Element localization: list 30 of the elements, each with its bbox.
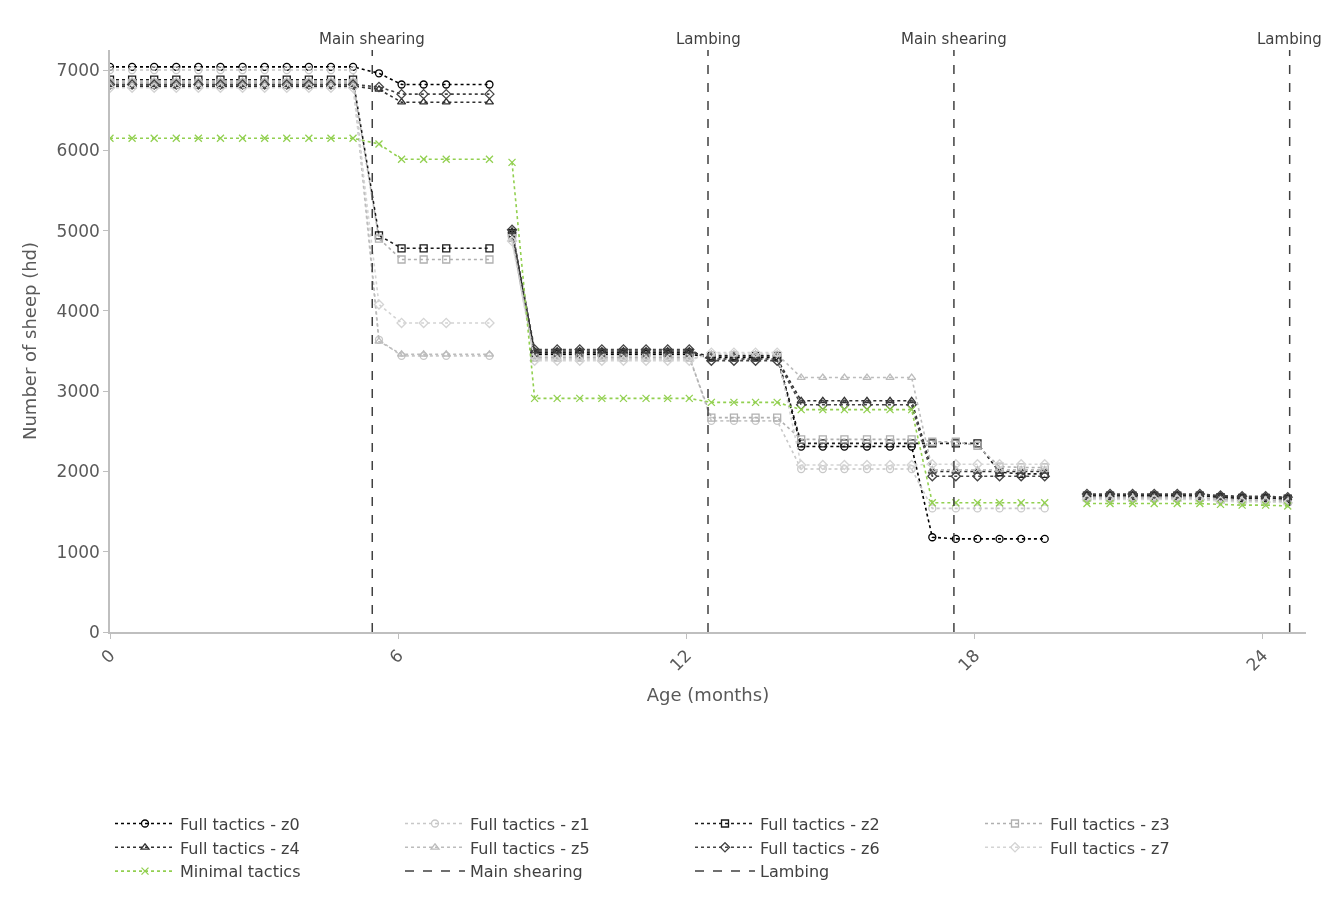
- legend-label: Full tactics - z6: [760, 838, 880, 858]
- ref-line-label: Main shearing: [319, 30, 425, 48]
- legend-label: Full tactics - z0: [180, 814, 300, 834]
- y-tick-label: 4000: [56, 300, 100, 321]
- ref-line-label: Main shearing: [901, 30, 1007, 48]
- y-tick-label: 0: [89, 621, 100, 642]
- legend-label: Minimal tactics: [180, 862, 301, 882]
- x-tick-label: 18: [953, 645, 984, 675]
- x-tick-label: 12: [665, 645, 696, 675]
- y-tick-label: 5000: [56, 220, 100, 241]
- legend-label: Full tactics - z1: [470, 814, 590, 834]
- x-axis-title: Age (months): [646, 684, 770, 706]
- x-tick-label: 0: [97, 645, 119, 668]
- legend-label: Full tactics - z7: [1050, 838, 1170, 858]
- y-axis-title: Number of sheep (hd): [19, 241, 41, 441]
- text: Lambing: [760, 862, 830, 882]
- ref-line-label: Lambing: [676, 30, 741, 48]
- legend-label: Full tactics - z5: [470, 838, 590, 858]
- ref-line-label: Lambing: [1257, 30, 1322, 48]
- y-tick-label: 3000: [56, 381, 100, 402]
- y-tick-label: 2000: [56, 461, 100, 482]
- y-tick-label: 1000: [56, 541, 100, 562]
- legend-label: Full tactics - z3: [1050, 814, 1170, 834]
- y-tick-label: 6000: [56, 140, 100, 161]
- legend-label: Full tactics - z2: [760, 814, 880, 834]
- y-tick-label: 7000: [56, 60, 100, 81]
- x-tick-label: 24: [1242, 645, 1272, 675]
- legend-label: Full tactics - z4: [180, 838, 300, 858]
- x-tick-label: 6: [385, 645, 408, 668]
- text: Main shearing: [470, 862, 583, 882]
